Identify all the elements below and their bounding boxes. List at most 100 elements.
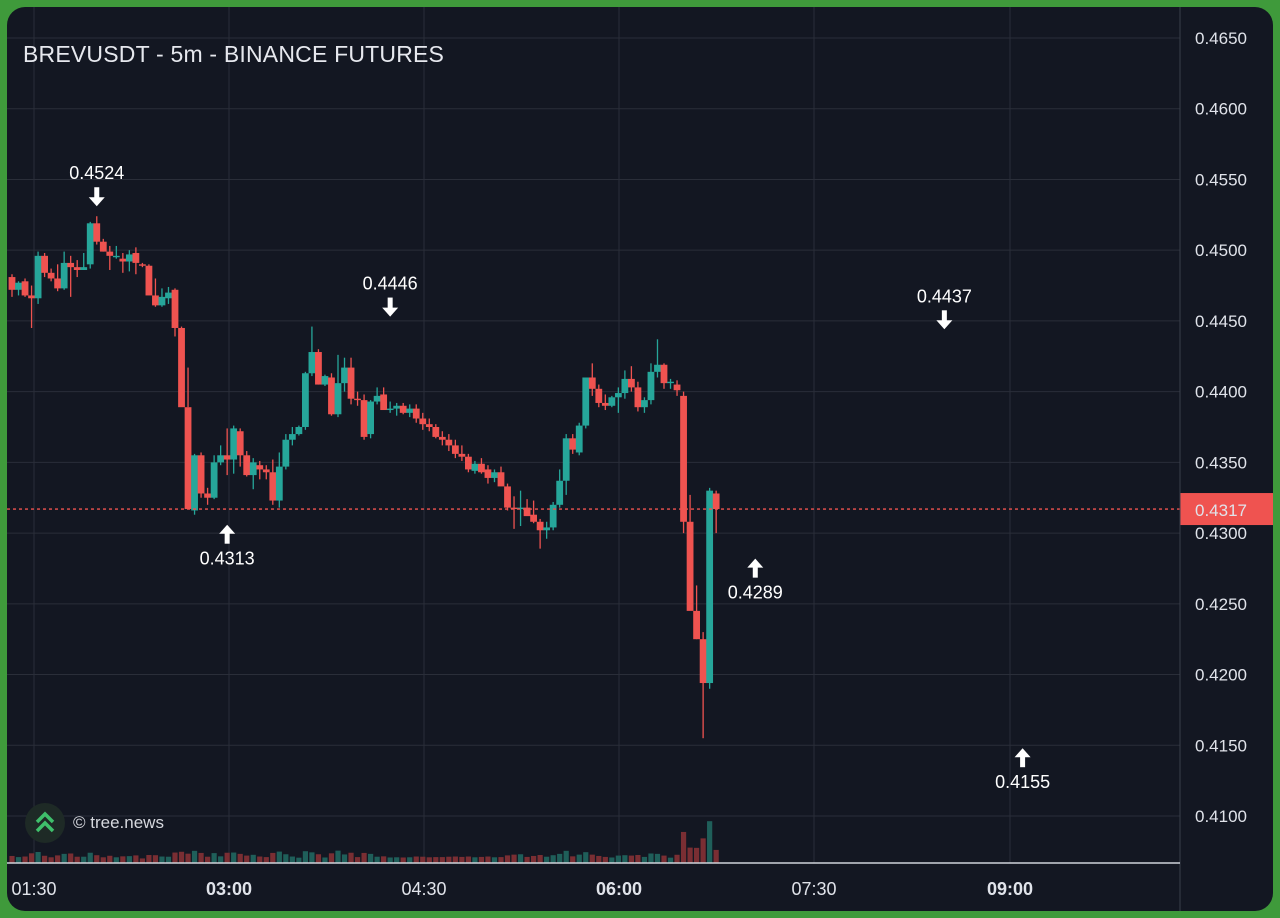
volume-bar bbox=[700, 838, 706, 863]
volume-bar bbox=[139, 858, 145, 863]
x-tick-label: 01:30 bbox=[11, 879, 56, 899]
candle-body bbox=[249, 462, 257, 476]
candle bbox=[393, 402, 401, 416]
candle bbox=[288, 427, 296, 446]
candle bbox=[223, 428, 231, 476]
volume-bar bbox=[667, 857, 674, 863]
candle bbox=[406, 404, 414, 418]
candle-body bbox=[158, 296, 166, 306]
candle bbox=[152, 278, 159, 307]
volume-bar bbox=[622, 855, 628, 863]
candle-body bbox=[680, 395, 687, 522]
annotation: 0.4289 bbox=[728, 558, 783, 603]
volume-bar bbox=[165, 856, 172, 863]
candle-body bbox=[125, 254, 133, 262]
candle bbox=[54, 264, 62, 292]
arrow-down-icon bbox=[387, 297, 393, 309]
candle bbox=[210, 455, 218, 500]
candle-body bbox=[217, 455, 225, 463]
volume-bar bbox=[354, 857, 361, 863]
volume-bar bbox=[335, 850, 341, 863]
tree-logo-icon bbox=[25, 803, 65, 843]
volume-bar bbox=[81, 856, 87, 863]
annotation: 0.4155 bbox=[995, 748, 1050, 792]
candle-body bbox=[465, 456, 472, 470]
candle bbox=[256, 460, 264, 480]
volume-bar bbox=[146, 855, 152, 863]
candle bbox=[641, 397, 648, 413]
candle bbox=[543, 521, 551, 539]
candle-body bbox=[647, 371, 655, 401]
candle bbox=[654, 339, 661, 378]
candle bbox=[308, 326, 316, 377]
y-tick-label: 0.4600 bbox=[1195, 100, 1247, 119]
candle-body bbox=[275, 466, 283, 501]
volume-bar bbox=[387, 857, 393, 863]
candle bbox=[465, 453, 472, 473]
candle bbox=[243, 451, 251, 477]
candle bbox=[41, 253, 48, 278]
volume-bar bbox=[113, 857, 119, 863]
y-tick-label: 0.4200 bbox=[1195, 666, 1247, 685]
volume-bar bbox=[55, 855, 61, 863]
candle-body bbox=[373, 395, 381, 402]
volume-bar bbox=[211, 853, 217, 863]
volume-bar bbox=[315, 854, 322, 863]
candle-body bbox=[575, 425, 583, 453]
volume-bar bbox=[654, 853, 661, 863]
candle bbox=[347, 357, 355, 405]
candle bbox=[634, 381, 642, 412]
candle-body bbox=[445, 439, 453, 446]
candle bbox=[184, 367, 192, 510]
candle bbox=[8, 274, 16, 297]
volume-bar bbox=[205, 856, 211, 863]
candle bbox=[282, 434, 290, 470]
candle-body bbox=[367, 401, 374, 435]
volume-bar bbox=[407, 857, 413, 863]
candle-body bbox=[73, 267, 81, 270]
candle-body bbox=[706, 490, 714, 684]
candle bbox=[517, 490, 524, 527]
volume-bar bbox=[152, 855, 159, 863]
candle bbox=[458, 445, 466, 461]
candle-body bbox=[432, 427, 440, 437]
candle bbox=[249, 458, 257, 490]
candle bbox=[86, 221, 94, 269]
candle bbox=[380, 387, 388, 411]
volume-bar bbox=[478, 856, 485, 863]
candle bbox=[139, 262, 146, 268]
candle-body bbox=[171, 289, 179, 328]
candle-body bbox=[660, 364, 668, 384]
candle bbox=[60, 251, 68, 290]
candle-body bbox=[399, 405, 407, 413]
arrow-down-icon bbox=[382, 307, 399, 317]
volume-bar bbox=[524, 856, 530, 863]
candle-body bbox=[614, 393, 622, 398]
volume-bar bbox=[707, 821, 713, 863]
candle-body bbox=[341, 367, 348, 384]
candle bbox=[432, 424, 440, 439]
candle bbox=[699, 632, 707, 739]
volume-bar bbox=[276, 851, 282, 863]
volume-bar bbox=[680, 831, 687, 863]
annotation-label: 0.4155 bbox=[995, 772, 1050, 792]
candle bbox=[667, 378, 674, 389]
annotation: 0.4524 bbox=[69, 163, 124, 207]
candle-body bbox=[328, 377, 335, 415]
candle-body bbox=[236, 431, 244, 456]
candle-body bbox=[471, 463, 479, 471]
candle-body bbox=[165, 292, 172, 299]
candle bbox=[197, 452, 205, 498]
candle bbox=[360, 394, 368, 440]
arrow-up-icon bbox=[747, 558, 764, 568]
volume-bar bbox=[615, 855, 621, 863]
candle bbox=[269, 459, 277, 505]
volume-bar bbox=[178, 851, 185, 863]
candle bbox=[178, 326, 185, 408]
y-tick-label: 0.4250 bbox=[1195, 595, 1247, 614]
volume-bar bbox=[374, 856, 380, 863]
candle bbox=[569, 434, 577, 454]
volume-bar bbox=[537, 855, 543, 863]
volume-bar bbox=[185, 853, 191, 863]
y-tick-label: 0.4550 bbox=[1195, 170, 1247, 189]
